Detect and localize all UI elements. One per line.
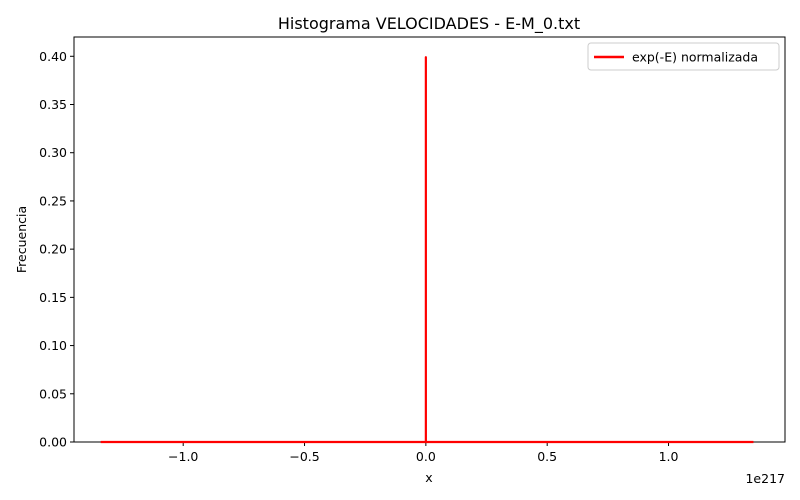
y-axis-label: Frecuencia [14, 206, 29, 273]
y-tick-label: 0.20 [39, 242, 67, 257]
x-tick-label: −1.0 [168, 449, 198, 464]
x-tick-label: 0.0 [416, 449, 436, 464]
legend-label: exp(-E) normalizada [632, 50, 758, 65]
x-axis-label: x [425, 470, 432, 485]
series-group [100, 56, 754, 444]
y-tick-label: 0.10 [39, 338, 67, 353]
plot-area [73, 36, 786, 443]
y-tick-label: 0.25 [39, 193, 67, 208]
legend: exp(-E) normalizada [587, 42, 780, 71]
chart-title: Histograma VELOCIDADES - E-M_0.txt [278, 14, 580, 34]
y-tick-label: 0.15 [39, 290, 67, 305]
x-tick-label: 0.5 [537, 449, 557, 464]
y-tick-label: 0.00 [39, 435, 67, 450]
x-axis: −1.0 −0.5 0.0 0.5 1.0 [168, 442, 679, 464]
axes-frame [73, 36, 786, 443]
y-tick-label: 0.35 [39, 97, 67, 112]
series-line [100, 56, 754, 444]
y-tick-label: 0.05 [39, 386, 67, 401]
y-tick-label: 0.40 [39, 49, 67, 64]
x-tick-label: −0.5 [289, 449, 319, 464]
y-tick-label: 0.30 [39, 145, 67, 160]
x-tick-label: 1.0 [659, 449, 679, 464]
legend-box [587, 42, 780, 71]
y-axis: 0.00 0.05 0.10 0.15 0.20 0.25 0.30 0.35 0.40 [39, 49, 74, 450]
x-offset-text: 1e217 [745, 471, 785, 486]
